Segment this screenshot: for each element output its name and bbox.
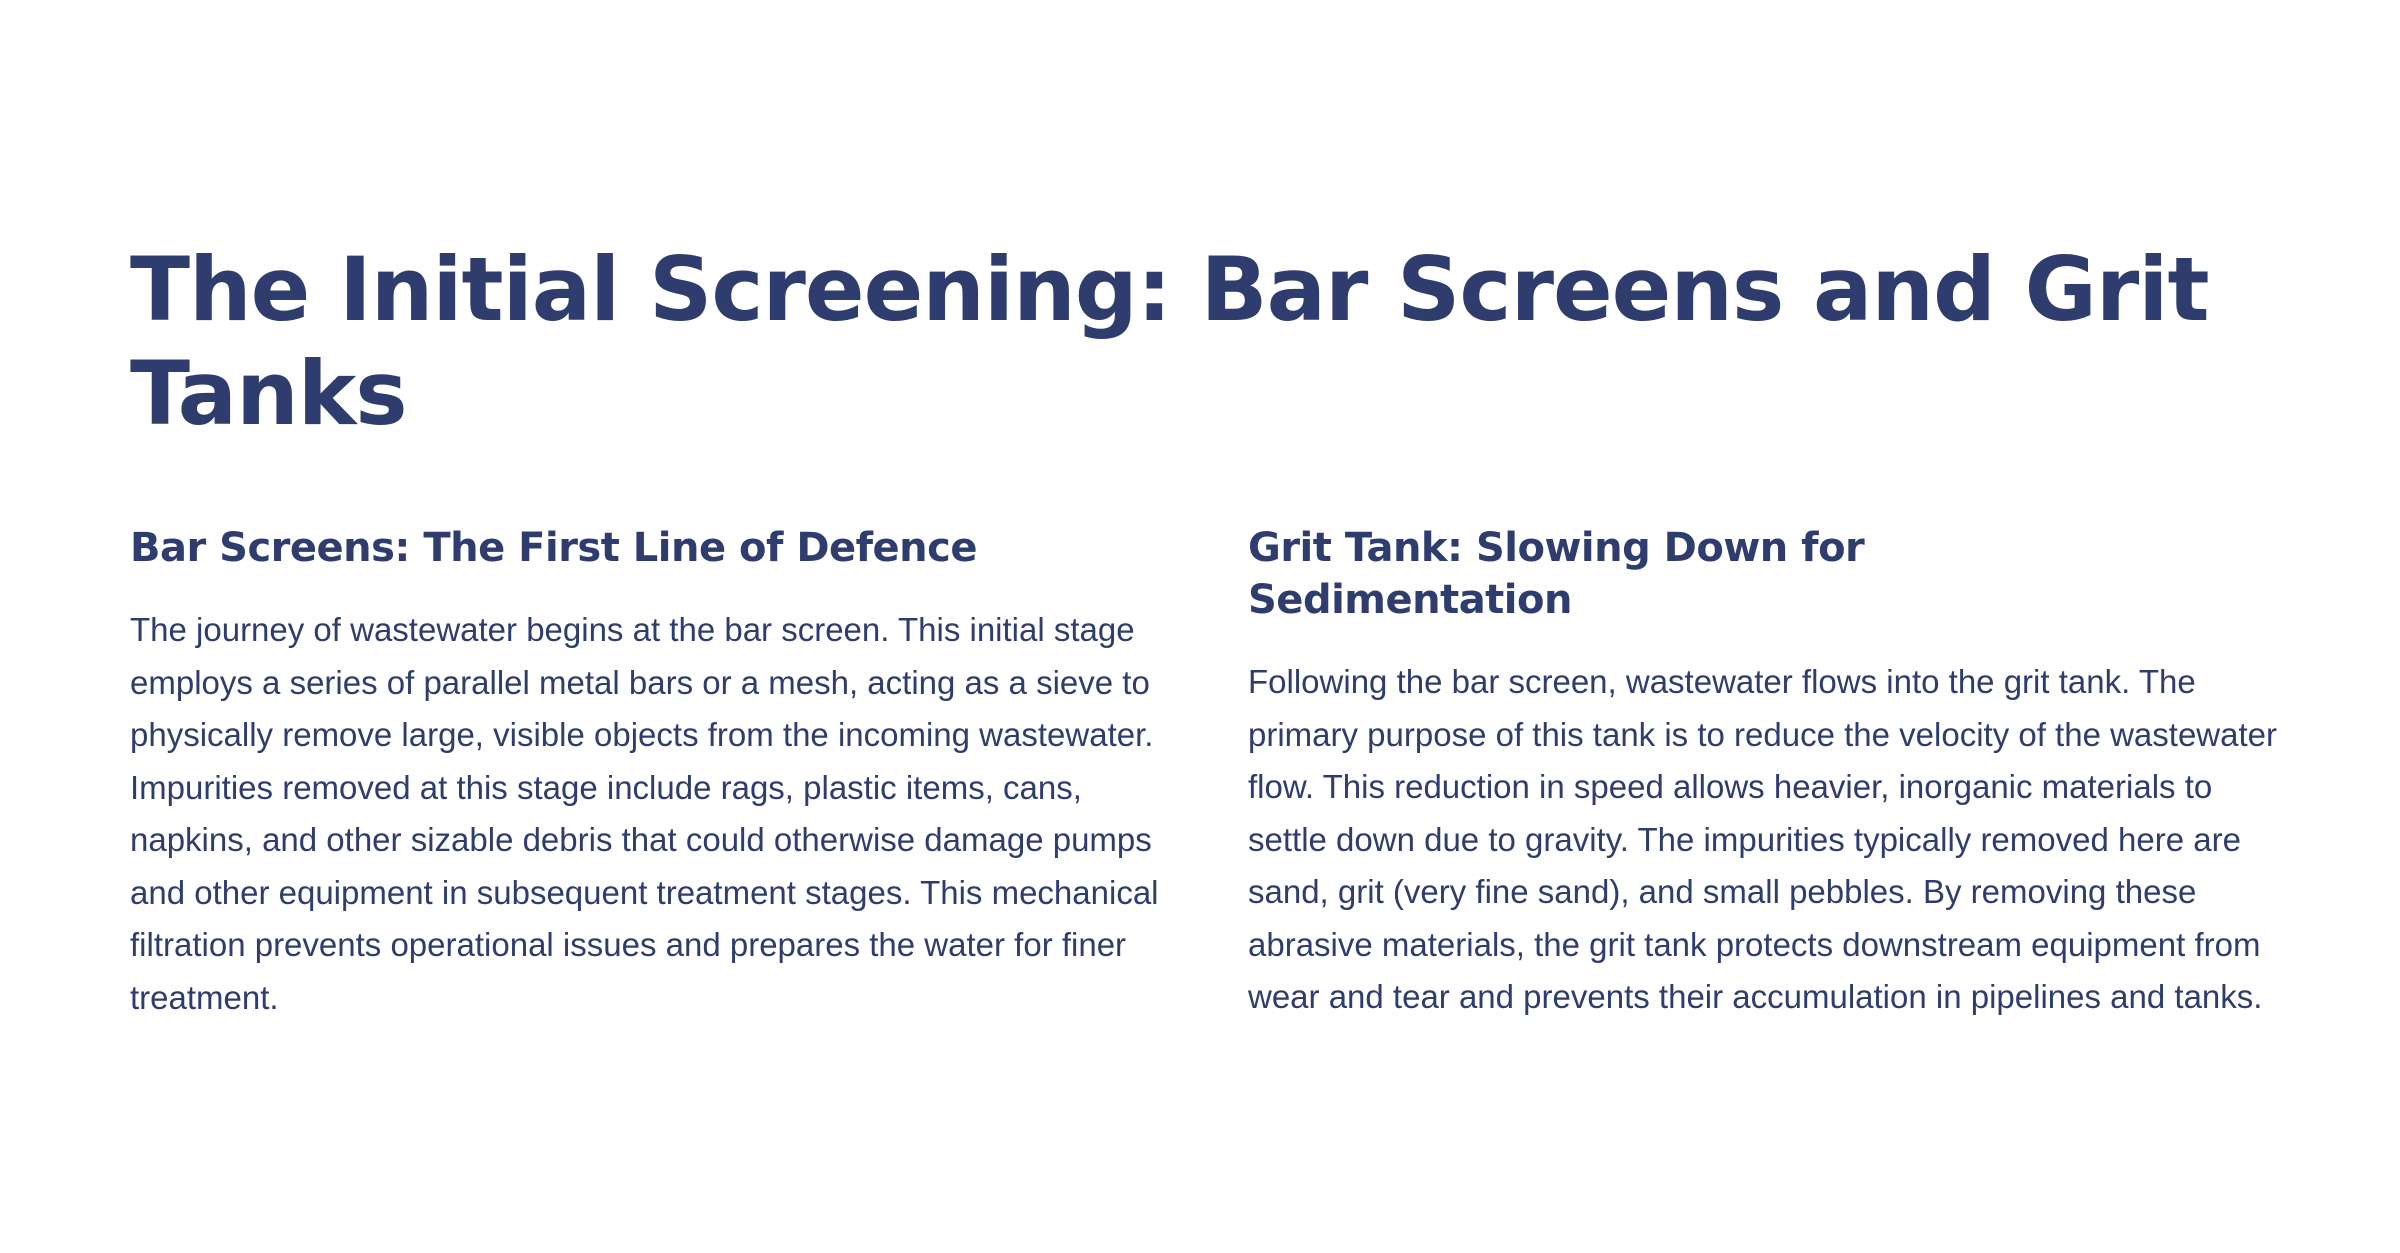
section-heading: Bar Screens: The First Line of Defence [130,525,978,571]
section-heading: Grit Tank: Slowing Down for Sedimentatio… [1248,525,1865,623]
section-grit-tank: Grit Tank: Slowing Down for Sedimentatio… [1248,522,2278,1024]
section-body: Following the bar screen, wastewater flo… [1248,663,2277,1015]
section-body: The journey of wastewater begins at the … [130,611,1159,1016]
section-bar-screens: Bar Screens: The First Line of Defence T… [130,522,1160,1024]
page-title: The Initial Screening: Bar Screens and G… [130,238,2210,445]
